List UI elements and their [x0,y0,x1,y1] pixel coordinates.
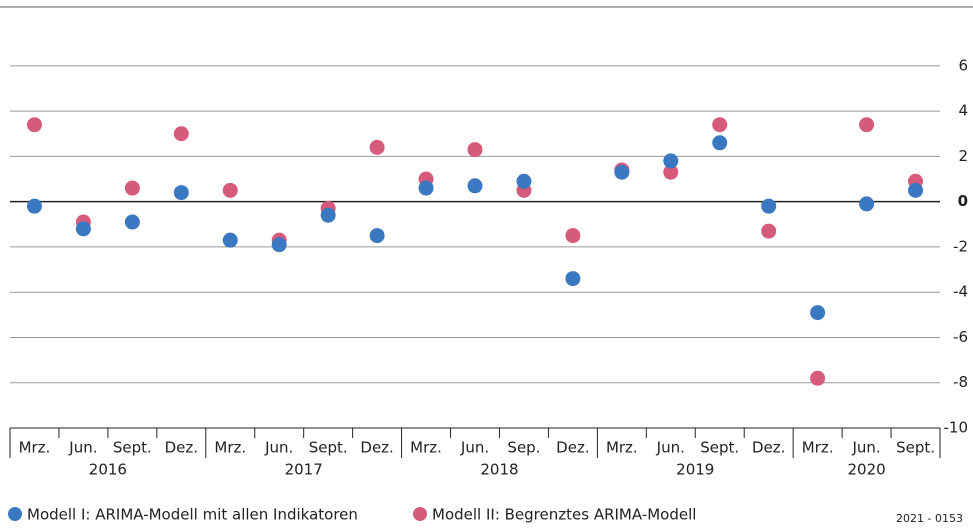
x-tick-label: Jun. [264,439,293,457]
x-tick-label: Dez. [556,439,589,457]
point [467,178,483,194]
point [761,223,777,239]
point [467,142,483,158]
point [663,153,679,169]
x-tick-label: Jun. [460,439,489,457]
x-tick-label: Sept. [309,439,348,457]
point [369,139,385,155]
x-tick-label: Mrz. [802,439,834,457]
point [271,237,287,253]
point [418,180,434,196]
point [320,207,336,223]
x-tick-label: Jun. [851,439,880,457]
x-tick-label: Sept. [700,439,739,457]
x-tick-label: Jun. [656,439,685,457]
y-tick-label: 0 [958,192,968,210]
y-tick-label: -2 [953,237,968,255]
point [173,185,189,201]
point [222,182,238,198]
point [712,135,728,151]
point [516,173,532,189]
point [859,196,875,212]
point [712,117,728,133]
y-tick-label: -6 [953,328,968,346]
point [173,126,189,142]
point [663,164,679,180]
point [26,117,42,133]
x-tick-label: Dez. [360,439,393,457]
point [75,221,91,237]
point [565,228,581,244]
x-tick-label: Mrz. [214,439,246,457]
year-label: 2018 [480,461,518,479]
y-tick-label: -10 [944,419,969,437]
point [859,117,875,133]
point [124,180,140,196]
y-tick-label: 6 [958,56,968,74]
point [124,214,140,230]
point [565,271,581,287]
x-tick-label: Sep. [507,439,540,457]
y-tick-label: 2 [958,147,968,165]
x-tick-label: Dez. [752,439,785,457]
x-tick-label: Jun. [68,439,97,457]
y-tick-label: -8 [953,373,968,391]
x-tick-label: Sept. [113,439,152,457]
legend-marker [8,507,22,521]
point [908,182,924,198]
year-label: 2017 [285,461,323,479]
y-tick-label: 4 [958,102,968,120]
x-tick-label: Dez. [165,439,198,457]
point [810,305,826,321]
x-tick-label: Sept. [896,439,935,457]
legend-label: Modell I: ARIMA-Modell mit allen Indikat… [27,506,358,524]
point [26,198,42,214]
year-label: 2016 [89,461,127,479]
point [369,228,385,244]
note: 2021 - 0153 [896,512,963,525]
point [222,232,238,248]
year-label: 2019 [676,461,714,479]
point [614,164,630,180]
point [761,198,777,214]
point [810,370,826,386]
legend-label: Modell II: Begrenztes ARIMA-Modell [432,506,696,524]
y-tick-label: -4 [953,283,968,301]
year-label: 2020 [847,461,885,479]
x-tick-label: Mrz. [606,439,638,457]
legend-marker [413,507,427,521]
x-tick-label: Mrz. [410,439,442,457]
x-tick-label: Mrz. [19,439,51,457]
